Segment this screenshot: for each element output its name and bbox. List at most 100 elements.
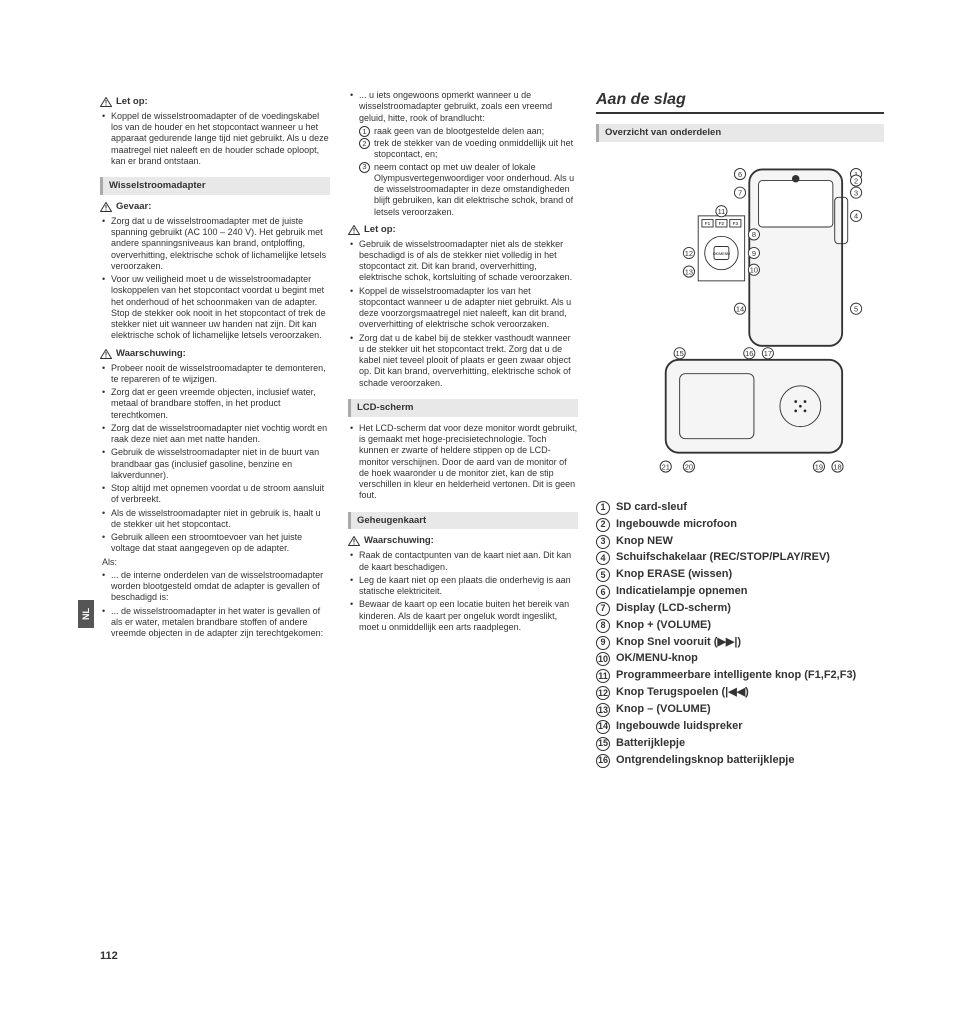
list-item: ... u iets ongewoons opmerkt wanneer u d… [350, 90, 578, 124]
numbered-steps: 1raak geen van de blootgestelde delen aa… [348, 126, 578, 218]
caution-list-2: Gebruik de wisselstroomadapter niet als … [348, 239, 578, 389]
warning-list: Probeer nooit de wisselstroomadapter te … [100, 363, 330, 555]
danger-list: Zorg dat u de wisselstroomadapter met de… [100, 216, 330, 342]
caution-text: Let op: [116, 96, 148, 108]
svg-text:9: 9 [752, 249, 756, 258]
svg-text:7: 7 [738, 188, 742, 197]
part-number-icon: 11 [596, 669, 610, 683]
part-label: SD card-sleuf [616, 501, 687, 513]
part-item: 13 Knop – (VOLUME) [596, 702, 884, 717]
list-item: Koppel de wisselstroomadapter of de voed… [102, 111, 330, 167]
part-label: Indicatielampje opnemen [616, 585, 747, 597]
caution-text: Let op: [364, 224, 396, 236]
part-item: 5 Knop ERASE (wissen) [596, 567, 884, 582]
warning-icon [348, 536, 360, 546]
svg-text:18: 18 [833, 462, 841, 471]
list-item: Als de wisselstroomadapter niet in gebru… [102, 508, 330, 531]
part-label: Knop Terugspoelen (|◀◀) [616, 686, 749, 698]
svg-text:5: 5 [854, 304, 858, 313]
part-number-icon: 16 [596, 754, 610, 768]
warning-icon [348, 225, 360, 235]
part-label: Display (LCD-scherm) [616, 602, 731, 614]
part-label: Schuifschakelaar (REC/STOP/PLAY/REV) [616, 551, 830, 563]
part-item: 10 OK/MENU-knop [596, 651, 884, 666]
part-item: 14Ingebouwde luidspreker [596, 719, 884, 734]
lcd-heading: LCD-scherm [348, 399, 578, 417]
danger-text: Gevaar: [116, 201, 151, 213]
parts-overview-heading: Overzicht van onderdelen [596, 124, 884, 142]
svg-text:4: 4 [854, 212, 858, 221]
warning-text: Waarschuwing: [116, 348, 186, 360]
step-item: 3neem contact op met uw dealer of lokale… [359, 162, 578, 218]
part-number-icon: 3 [596, 535, 610, 549]
svg-text:F3: F3 [733, 221, 739, 226]
step-number-icon: 2 [359, 138, 370, 149]
manual-page: Let op: Koppel de wisselstroomadapter of… [0, 0, 954, 809]
part-number-icon: 5 [596, 568, 610, 582]
part-item: 7 Display (LCD-scherm) [596, 601, 884, 616]
part-number-icon: 7 [596, 602, 610, 616]
part-number-icon: 2 [596, 518, 610, 532]
part-item: 3Knop NEW [596, 534, 884, 549]
part-item: 15 Batterijklepje [596, 736, 884, 751]
svg-text:F1: F1 [705, 221, 711, 226]
lcd-list: Het LCD-scherm dat voor deze monitor wor… [348, 423, 578, 502]
warning-label: Waarschuwing: [100, 348, 330, 360]
parts-list: 1SD card-sleuf 2Ingebouwde microfoon 3Kn… [596, 500, 884, 768]
list-item: Zorg dat er geen vreemde objecten, inclu… [102, 387, 330, 421]
part-number-icon: 8 [596, 619, 610, 633]
list-item: Gebruik de wisselstroomadapter niet in d… [102, 447, 330, 481]
part-item: 16Ontgrendelingsknop batterijklepje [596, 753, 884, 768]
list-item: Voor uw veiligheid moet u de wisselstroo… [102, 274, 330, 342]
part-number-icon: 10 [596, 652, 610, 666]
list-item: ... de wisselstroomadapter in het water … [102, 606, 330, 640]
part-number-icon: 1 [596, 501, 610, 515]
list-item: Raak de contactpunten van de kaart niet … [350, 550, 578, 573]
warning-label: Waarschuwing: [348, 535, 578, 547]
svg-text:OK/MENU: OK/MENU [713, 252, 731, 256]
part-label: OK/MENU-knop [616, 652, 698, 664]
part-number-icon: 4 [596, 551, 610, 565]
svg-text:16: 16 [745, 349, 753, 358]
part-number-icon: 12 [596, 686, 610, 700]
als-label: Als: [100, 557, 330, 568]
part-item: 11 Programmeerbare intelligente knop (F1,… [596, 668, 884, 683]
part-label: Ingebouwde microfoon [616, 518, 737, 530]
part-label: Programmeerbare intelligente knop (F1,F2… [616, 669, 856, 681]
part-item: 6Indicatielampje opnemen [596, 584, 884, 599]
danger-label: Gevaar: [100, 201, 330, 213]
svg-text:17: 17 [764, 349, 772, 358]
list-item: ... de interne onderdelen van de wissels… [102, 570, 330, 604]
continued-list: ... u iets ongewoons opmerkt wanneer u d… [348, 90, 578, 124]
list-item: Bewaar de kaart op een locatie buiten he… [350, 599, 578, 633]
part-number-icon: 13 [596, 703, 610, 717]
adapter-heading: Wisselstroomadapter [100, 177, 330, 195]
part-label: Knop ERASE (wissen) [616, 568, 732, 580]
part-label: Knop – (VOLUME) [616, 703, 711, 715]
list-item: Koppel de wisselstroomadapter los van he… [350, 286, 578, 331]
svg-text:13: 13 [685, 267, 693, 276]
part-label: Batterijklepje [616, 737, 685, 749]
warning-icon [100, 349, 112, 359]
list-item: Gebruik de wisselstroomadapter niet als … [350, 239, 578, 284]
device-diagram: F1 F2 F3 OK/MENU 1 3 4 5 6 7 2 11 [596, 148, 884, 488]
warning-icon [100, 202, 112, 212]
part-number-icon: 15 [596, 737, 610, 751]
step-text: raak geen van de blootgestelde delen aan… [374, 126, 544, 136]
svg-text:15: 15 [676, 349, 684, 358]
svg-text:6: 6 [738, 170, 742, 179]
svg-text:2: 2 [854, 176, 858, 185]
list-item: Gebruik alleen een stroomtoevoer van het… [102, 532, 330, 555]
caution-list-1: Koppel de wisselstroomadapter of de voed… [100, 111, 330, 167]
part-item: 2 Ingebouwde microfoon [596, 517, 884, 532]
list-item: Probeer nooit de wisselstroomadapter te … [102, 363, 330, 386]
list-item: Het LCD-scherm dat voor deze monitor wor… [350, 423, 578, 502]
warning-icon [100, 97, 112, 107]
svg-text:11: 11 [718, 207, 726, 216]
list-item: Zorg dat u de kabel bij de stekker vasth… [350, 333, 578, 389]
list-item: Zorg dat de wisselstroomadapter niet voc… [102, 423, 330, 446]
column-1: Let op: Koppel de wisselstroomadapter of… [100, 90, 330, 769]
svg-text:F2: F2 [719, 221, 725, 226]
svg-text:10: 10 [750, 265, 758, 274]
step-number-icon: 3 [359, 162, 370, 173]
